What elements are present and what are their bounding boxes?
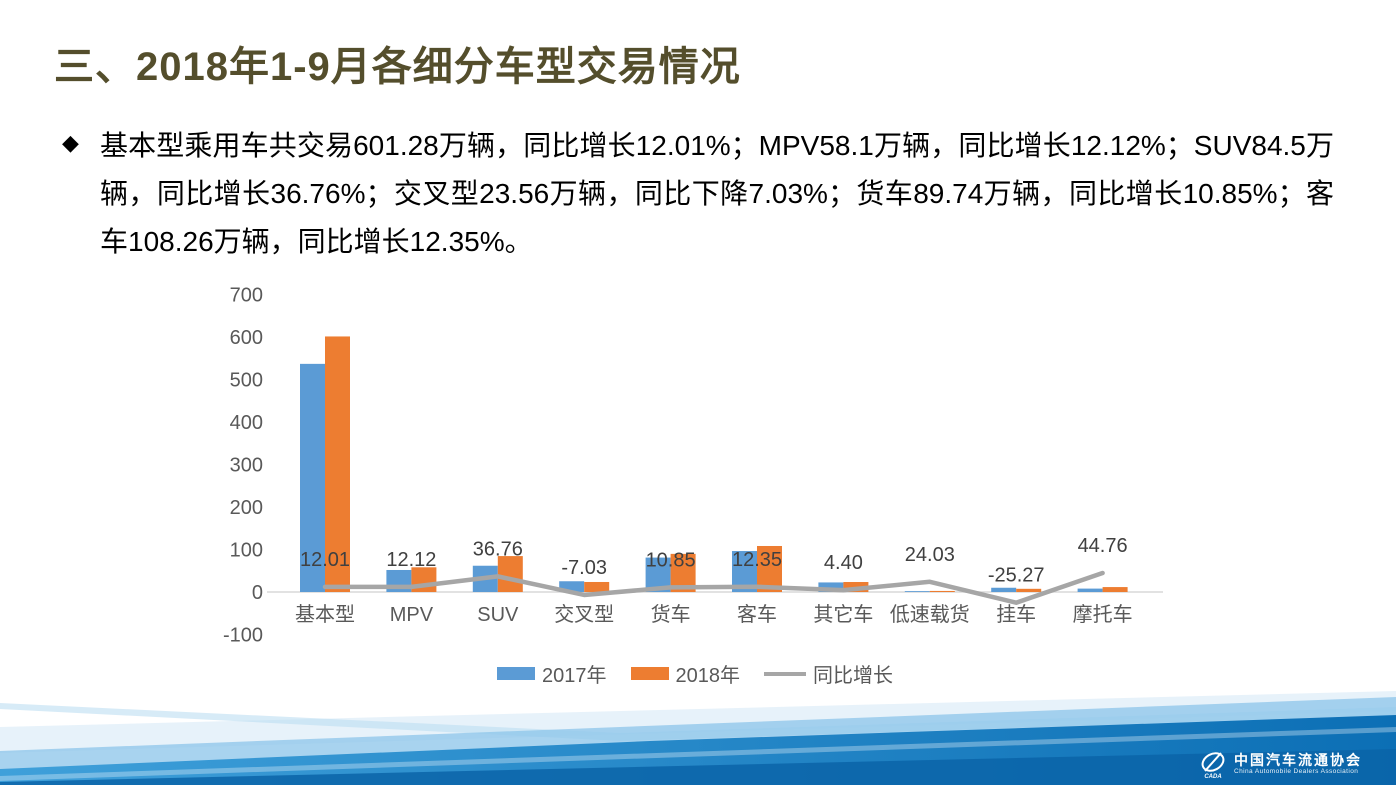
x-axis-category-label: MPV [390, 604, 434, 626]
data-label-货车: 10.85 [646, 549, 696, 571]
combo-chart: 700 600 500 400 300 200 100 0 -100 12.01 12.12 36.7… [223, 285, 1163, 647]
data-label-MPV: 12.12 [386, 549, 436, 571]
legend-swatch-2017 [497, 667, 535, 680]
bar-2018年-交叉型 [584, 581, 610, 592]
legend-item-2018: 2018年 [630, 659, 741, 688]
data-label-SUV: 36.76 [473, 538, 523, 560]
bar-2018年-挂车 [1016, 588, 1042, 592]
bar-2018年-客车 [757, 545, 782, 592]
x-axis-category-label: 挂车 [996, 603, 1036, 626]
legend-swatch-2018 [630, 667, 669, 680]
cada-logo-icon: CADA [1201, 752, 1225, 779]
bar-2017年-交叉型 [559, 581, 585, 592]
footer-wave-graphic [0, 691, 1396, 785]
y-axis-tick-label: 100 [230, 540, 263, 562]
y-axis-tick-label: -100 [223, 625, 263, 647]
bar-2017年-摩托车 [1077, 588, 1103, 592]
bar-2018年-低速载货 [929, 590, 955, 592]
legend-item-growth: 同比增长 [764, 659, 893, 688]
x-axis-category-label: 摩托车 [1073, 603, 1133, 626]
bar-2017年-低速载货 [904, 591, 930, 592]
bar-2018年-摩托车 [1102, 587, 1128, 592]
data-label-其它车: 4.40 [824, 552, 863, 574]
x-axis-category-label: 交叉型 [554, 603, 614, 626]
y-axis-tick-label: 600 [230, 327, 263, 349]
y-axis-tick-label: 500 [230, 370, 263, 392]
cada-logo-text-en: China Automobile Dealers Association [1234, 768, 1359, 776]
x-axis-category-label: 货车 [651, 603, 691, 626]
cada-logo-text: 中国汽车流通协会 China Automobile Dealers Associ… [1234, 752, 1362, 776]
x-axis-category-label: SUV [477, 604, 519, 626]
legend-swatch-growth-line [764, 671, 806, 676]
y-axis-tick-label: 0 [252, 582, 263, 604]
bar-2018年-SUV [497, 556, 523, 592]
page-title: 三、2018年1-9月各细分车型交易情况 [54, 45, 741, 89]
data-label-摩托车: 44.76 [1078, 535, 1128, 557]
legend-label-growth: 同比增长 [813, 665, 893, 687]
data-label-客车: 12.35 [732, 549, 782, 571]
x-axis-category-label: 客车 [737, 603, 777, 626]
y-axis-tick-label: 700 [230, 285, 263, 307]
y-axis-tick-label: 400 [230, 412, 263, 434]
bar-2017年-挂车 [991, 587, 1017, 592]
bar-2017年-基本型 [300, 363, 325, 592]
y-axis-tick-label: 300 [230, 455, 263, 477]
data-label-低速载货: 24.03 [905, 544, 955, 566]
svg-text:CADA: CADA [1204, 774, 1221, 779]
data-label-基本型: 12.01 [300, 549, 350, 571]
legend-label-2017: 2017年 [542, 665, 607, 687]
chart-legend: 2017年 2018年 同比增长 [195, 659, 1195, 688]
bar-2018年-基本型 [325, 336, 350, 592]
legend-item-2017: 2017年 [497, 659, 607, 688]
bar-2017年-其它车 [818, 582, 844, 592]
data-label-交叉型: -7.03 [561, 557, 607, 579]
x-axis-category-label: 其它车 [813, 603, 873, 626]
summary-paragraph: 基本型乘用车共交易601.28万辆，同比增长12.01%；MPV58.1万辆，同… [100, 130, 1334, 257]
x-axis-category-label: 低速载货 [890, 603, 970, 626]
legend-label-2018: 2018年 [675, 665, 741, 687]
data-label-挂车: -25.27 [988, 565, 1045, 587]
growth-line [322, 570, 1105, 605]
diamond-bullet-icon: ◆ [62, 130, 79, 155]
cada-logo: CADA 中国汽车流通协会 China Automobile Dealers A… [1198, 749, 1362, 779]
bullet-block: ◆ 基本型乘用车共交易601.28万辆，同比增长12.01%；MPV58.1万辆… [62, 122, 1334, 266]
x-axis-category-label: 基本型 [295, 603, 355, 626]
y-axis-tick-label: 200 [230, 497, 263, 519]
cada-logo-text-cn: 中国汽车流通协会 [1234, 752, 1362, 769]
